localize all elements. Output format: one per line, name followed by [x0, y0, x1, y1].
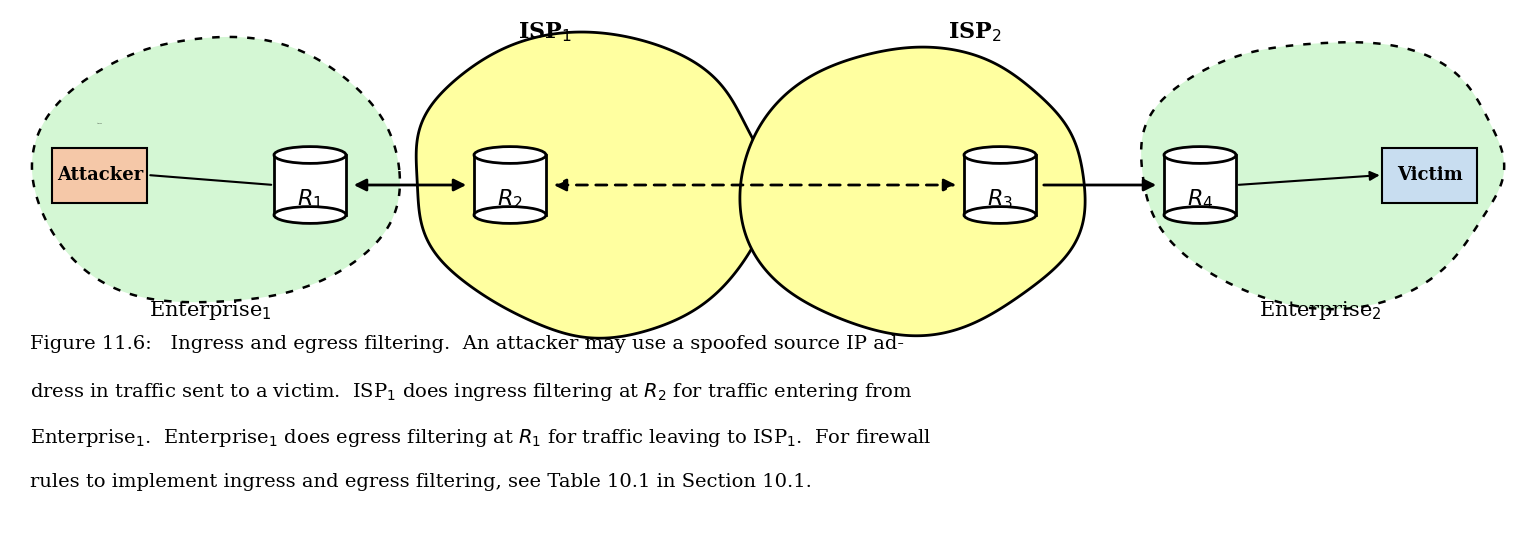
- Bar: [1383, 147, 1478, 203]
- Text: $R_2$: $R_2$: [497, 187, 523, 211]
- Text: $R_3$: $R_3$: [987, 187, 1013, 211]
- Text: Enterprise$_2$: Enterprise$_2$: [1259, 299, 1382, 322]
- Ellipse shape: [474, 146, 546, 163]
- FancyBboxPatch shape: [964, 155, 1036, 215]
- Text: Victim: Victim: [1397, 166, 1463, 184]
- FancyBboxPatch shape: [474, 155, 546, 215]
- Text: Enterprise$_1$: Enterprise$_1$: [148, 299, 271, 322]
- Text: Attacker: Attacker: [96, 122, 103, 123]
- Text: ISP$_1$: ISP$_1$: [519, 20, 572, 44]
- Ellipse shape: [274, 146, 346, 163]
- Ellipse shape: [964, 146, 1036, 163]
- Ellipse shape: [964, 206, 1036, 223]
- Polygon shape: [416, 32, 770, 338]
- Text: ISP$_2$: ISP$_2$: [949, 20, 1002, 44]
- FancyBboxPatch shape: [1164, 155, 1236, 215]
- Polygon shape: [1141, 42, 1504, 309]
- Text: dress in traffic sent to a victim.  ISP$_1$ does ingress filtering at $R_2$ for : dress in traffic sent to a victim. ISP$_…: [31, 381, 912, 403]
- Text: Enterprise$_1$.  Enterprise$_1$ does egress filtering at $R_1$ for traffic leavi: Enterprise$_1$. Enterprise$_1$ does egre…: [31, 427, 932, 449]
- Text: $R_1$: $R_1$: [297, 187, 323, 211]
- Bar: [52, 147, 147, 203]
- Text: $R_4$: $R_4$: [1187, 187, 1213, 211]
- Polygon shape: [741, 47, 1085, 336]
- Ellipse shape: [1164, 146, 1236, 163]
- Text: Figure 11.6:   Ingress and egress filtering.  An attacker may use a spoofed sour: Figure 11.6: Ingress and egress filterin…: [31, 335, 904, 353]
- Text: rules to implement ingress and egress filtering, see Table 10.1 in Section 10.1.: rules to implement ingress and egress fi…: [31, 473, 812, 491]
- Text: Attacker: Attacker: [57, 166, 144, 184]
- Ellipse shape: [274, 206, 346, 223]
- Polygon shape: [32, 37, 399, 302]
- Ellipse shape: [474, 206, 546, 223]
- FancyBboxPatch shape: [274, 155, 346, 215]
- Ellipse shape: [1164, 206, 1236, 223]
